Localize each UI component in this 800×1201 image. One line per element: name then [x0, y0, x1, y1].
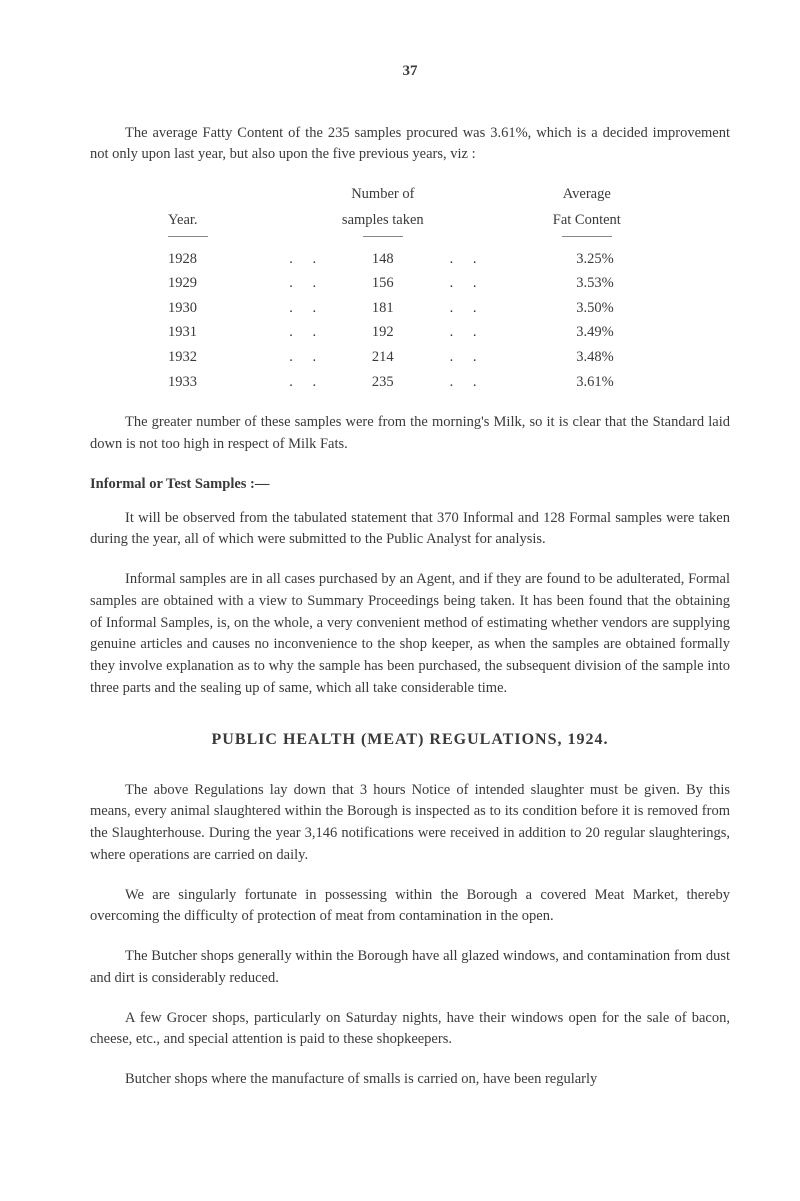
- cell-year: 1930: [138, 296, 274, 321]
- table-row: 1929 . . 156 . . 3.53%: [138, 271, 682, 296]
- paragraph-greater: The greater number of these samples were…: [90, 412, 730, 456]
- dots: . .: [274, 247, 339, 272]
- section-title: PUBLIC HEALTH (MEAT) REGULATIONS, 1924.: [90, 728, 730, 752]
- table-row: 1932 . . 214 . . 3.48%: [138, 345, 682, 370]
- header-fat-line1: Average: [492, 184, 682, 206]
- paragraph-meat5: Butcher shops where the manufacture of s…: [90, 1069, 730, 1091]
- table-row: 1931 . . 192 . . 3.49%: [138, 320, 682, 345]
- fat-content-table: Number of Average Year. samples taken Fa…: [138, 184, 682, 394]
- cell-year: 1928: [138, 247, 274, 272]
- dots: . .: [426, 370, 508, 395]
- cell-fat: 3.48%: [508, 345, 682, 370]
- dots: . .: [274, 320, 339, 345]
- cell-fat: 3.61%: [508, 370, 682, 395]
- cell-year: 1929: [138, 271, 274, 296]
- intro-paragraph: The average Fatty Content of the 235 sam…: [90, 123, 730, 167]
- header-samples-line2: samples taken: [274, 210, 492, 232]
- cell-year: 1931: [138, 320, 274, 345]
- page-number: 37: [90, 60, 730, 83]
- dots: . .: [426, 247, 508, 272]
- dots: . .: [426, 296, 508, 321]
- header-year: Year.: [138, 210, 274, 232]
- table-row: 1928 . . 148 . . 3.25%: [138, 247, 682, 272]
- cell-fat: 3.25%: [508, 247, 682, 272]
- dots: . .: [274, 370, 339, 395]
- cell-fat: 3.50%: [508, 296, 682, 321]
- cell-year: 1932: [138, 345, 274, 370]
- cell-samples: 192: [339, 320, 426, 345]
- dots: . .: [274, 345, 339, 370]
- header-fat-line2: Fat Content: [492, 210, 682, 232]
- dots: . .: [426, 345, 508, 370]
- paragraph-meat2: We are singularly fortunate in possessin…: [90, 885, 730, 929]
- header-samples-line1: Number of: [274, 184, 492, 206]
- dots: . .: [426, 271, 508, 296]
- cell-fat: 3.49%: [508, 320, 682, 345]
- cell-samples: 181: [339, 296, 426, 321]
- table-row: 1930 . . 181 . . 3.50%: [138, 296, 682, 321]
- table-row: 1933 . . 235 . . 3.61%: [138, 370, 682, 395]
- paragraph-meat1: The above Regulations lay down that 3 ho…: [90, 780, 730, 867]
- paragraph-meat4: A few Grocer shops, particularly on Satu…: [90, 1008, 730, 1052]
- cell-samples: 214: [339, 345, 426, 370]
- cell-fat: 3.53%: [508, 271, 682, 296]
- paragraph-informal2: Informal samples are in all cases purcha…: [90, 569, 730, 700]
- cell-samples: 148: [339, 247, 426, 272]
- dots: . .: [274, 296, 339, 321]
- paragraph-informal1: It will be observed from the tabulated s…: [90, 508, 730, 552]
- cell-samples: 235: [339, 370, 426, 395]
- cell-samples: 156: [339, 271, 426, 296]
- divider: [168, 236, 208, 237]
- cell-year: 1933: [138, 370, 274, 395]
- divider: [363, 236, 403, 237]
- paragraph-meat3: The Butcher shops generally within the B…: [90, 946, 730, 990]
- divider: [562, 236, 612, 237]
- informal-label: Informal or Test Samples :—: [90, 474, 730, 496]
- dots: . .: [274, 271, 339, 296]
- dots: . .: [426, 320, 508, 345]
